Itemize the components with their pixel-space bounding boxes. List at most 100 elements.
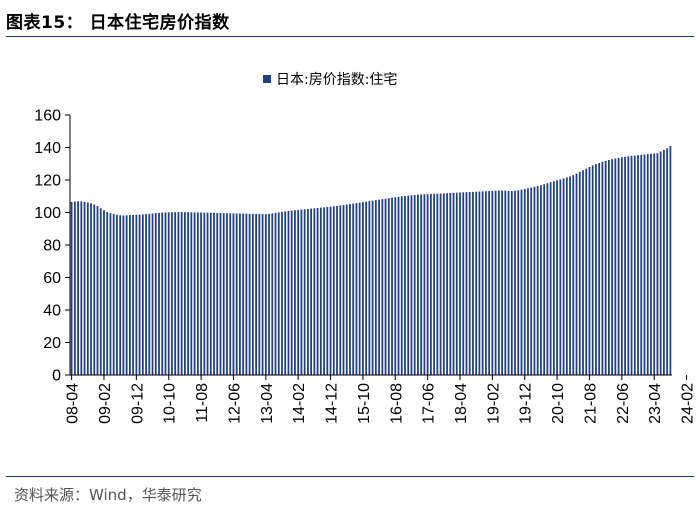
bar — [174, 212, 177, 375]
bar — [132, 214, 134, 375]
bar — [608, 160, 610, 375]
bar — [171, 212, 173, 375]
bar — [397, 196, 400, 375]
x-tick-label: 19-02 — [485, 383, 502, 424]
bar — [268, 213, 270, 375]
bar — [339, 205, 342, 375]
bar — [332, 206, 335, 375]
bar — [239, 213, 241, 375]
x-tick-label: 21-08 — [582, 383, 599, 424]
bar — [135, 214, 138, 375]
bar — [316, 207, 319, 375]
bar-series — [70, 145, 672, 376]
bar — [187, 212, 190, 375]
bar — [468, 192, 471, 375]
bar — [559, 179, 562, 375]
bar — [582, 170, 584, 375]
bar — [70, 201, 73, 375]
bar — [99, 208, 102, 375]
title-rule — [6, 36, 694, 37]
bar — [203, 212, 206, 375]
bar — [161, 212, 164, 375]
bar — [413, 194, 416, 375]
bar — [520, 189, 523, 375]
bar — [478, 191, 481, 375]
bar — [578, 171, 581, 376]
x-tick-label: 12-06 — [226, 383, 243, 424]
bar — [326, 206, 329, 375]
y-tick-label: 160 — [34, 108, 61, 125]
legend-entry: 日本:房价指数:住宅 — [276, 72, 397, 88]
bar — [138, 214, 141, 375]
x-tick-label: 23-04 — [647, 383, 664, 424]
bar — [200, 212, 202, 375]
bar — [323, 207, 325, 375]
bar — [193, 212, 196, 375]
x-axis: 08-04 09-02 09-12 10-10 11-08 12-06 13-04 14-02… — [65, 374, 697, 424]
bar — [381, 199, 384, 375]
bar — [226, 213, 228, 375]
bar — [640, 154, 643, 375]
y-tick-label: 20 — [43, 335, 61, 352]
bar — [112, 213, 115, 375]
bar — [297, 209, 300, 375]
bar — [569, 176, 571, 375]
bar — [358, 202, 361, 375]
y-tick-label: 100 — [34, 205, 61, 222]
x-tick-label: 19-12 — [518, 383, 535, 424]
bar — [158, 212, 160, 375]
bar — [300, 209, 303, 375]
bar — [141, 214, 144, 375]
bar — [497, 190, 500, 375]
bar — [462, 192, 465, 375]
bar — [614, 158, 617, 375]
bar — [646, 154, 649, 375]
bar — [556, 180, 558, 375]
bar — [154, 213, 157, 375]
bar — [417, 194, 419, 376]
bar — [109, 213, 112, 375]
bar — [588, 167, 591, 375]
bar — [329, 206, 332, 375]
y-tick-label: 80 — [43, 238, 61, 255]
bar — [235, 213, 238, 375]
page-title: 图表15： 日本住宅房价指数 — [6, 13, 230, 33]
bar — [459, 192, 461, 375]
bar — [627, 156, 630, 375]
x-tick-label: 20-10 — [550, 383, 567, 424]
bar — [180, 212, 183, 375]
y-tick-label: 40 — [43, 303, 61, 320]
bar — [552, 181, 555, 375]
chart-legend: 日本:房价指数:住宅 — [263, 72, 397, 88]
bar — [510, 191, 513, 375]
bar — [83, 201, 86, 375]
bar — [222, 213, 225, 375]
bar — [93, 204, 96, 375]
bar — [514, 190, 516, 375]
bar — [433, 193, 435, 375]
bar — [336, 206, 338, 375]
bar — [177, 212, 180, 375]
bar — [481, 191, 484, 376]
bar — [313, 208, 316, 375]
bar — [400, 196, 403, 375]
bar — [145, 214, 147, 376]
bar — [119, 215, 122, 375]
bar — [501, 190, 503, 375]
bar — [362, 202, 364, 375]
bar — [572, 175, 575, 376]
bar — [653, 153, 656, 375]
bar — [378, 199, 380, 375]
x-tick-label: 17-06 — [421, 383, 438, 424]
bar — [255, 213, 257, 375]
bar — [80, 201, 83, 375]
x-tick-label: 09-02 — [97, 383, 114, 424]
bar — [229, 213, 232, 375]
x-tick-label: 09-12 — [129, 383, 146, 424]
legend-swatch — [263, 75, 271, 83]
bar — [122, 215, 125, 375]
bar — [666, 148, 669, 375]
bar — [540, 185, 542, 375]
bar — [620, 157, 623, 375]
bar — [103, 210, 105, 375]
